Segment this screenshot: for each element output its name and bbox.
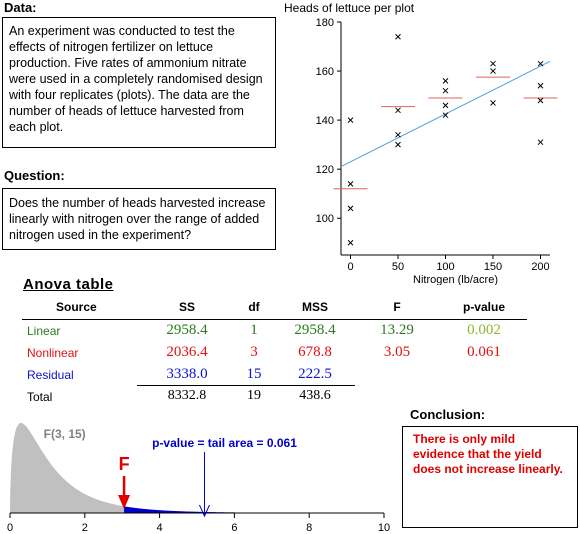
data-point — [347, 181, 354, 187]
cell-total-ss: 8332.8 — [167, 388, 207, 403]
y-tick-label: 140 — [316, 115, 334, 127]
y-tick-label: 120 — [316, 164, 334, 176]
conclusion-box: There is only mild evidence that the yie… — [402, 426, 578, 528]
cell-total-mss: 438.6 — [299, 388, 331, 403]
f-statistic-label: F — [119, 454, 130, 474]
header-f: F — [393, 300, 401, 314]
data-point — [347, 205, 354, 212]
cell-residual-ss: 3338.0 — [166, 366, 208, 382]
row-label-linear: Linear — [27, 324, 61, 338]
f-arrow-head — [118, 495, 131, 509]
data-point — [395, 131, 401, 138]
f-x-tick-label: 0 — [7, 522, 13, 534]
f-x-tick-label: 6 — [231, 522, 237, 534]
row-label-residual: Residual — [27, 368, 74, 382]
data-point — [442, 87, 449, 94]
header-df: df — [248, 300, 260, 314]
p-value-annotation: p-value = tail area = 0.061 — [152, 436, 297, 450]
data-text: An experiment was conducted to test the … — [9, 24, 263, 134]
cell-residual-mss: 222.5 — [298, 366, 332, 382]
data-point — [490, 68, 496, 74]
anova-header-rule — [22, 319, 527, 320]
f-x-tick-label: 4 — [157, 522, 163, 534]
fit-line — [340, 60, 551, 168]
header-source: Source — [56, 300, 97, 314]
data-point — [395, 141, 401, 148]
cell-residual-df: 15 — [246, 366, 262, 382]
header-mss: MSS — [301, 300, 328, 314]
cell-linear-df: 1 — [250, 322, 258, 338]
cell-linear-f: 13.29 — [380, 322, 414, 338]
data-point — [395, 107, 401, 114]
header-p-value: p-value — [462, 300, 505, 314]
data-point — [537, 139, 544, 146]
data-point — [347, 117, 354, 123]
scatter-plot: Heads of lettuce per plot 100 120 140 160 180… — [284, 1, 558, 285]
f-x-tick-label: 2 — [82, 522, 88, 534]
anova-total-rule — [137, 385, 355, 386]
cell-linear-ss: 2958.4 — [166, 322, 208, 338]
data-point — [537, 97, 544, 104]
cell-linear-p: 0.002 — [467, 322, 501, 338]
x-tick-label: 150 — [484, 261, 502, 273]
data-point — [490, 60, 496, 67]
cell-nonlinear-df: 3 — [250, 344, 258, 360]
header-ss: SS — [178, 300, 195, 314]
row-label-nonlinear: Nonlinear — [27, 346, 79, 360]
tail-area — [124, 506, 384, 513]
cell-nonlinear-p: 0.061 — [467, 344, 501, 360]
x-tick-label: 200 — [531, 261, 549, 273]
p-arrow-head — [199, 504, 210, 518]
data-heading: Data: — [4, 0, 37, 15]
data-point — [537, 60, 544, 67]
cell-nonlinear-f: 3.05 — [383, 344, 411, 360]
x-axis-label: Nitrogen (lb/acre) — [413, 274, 498, 285]
question-heading: Question: — [4, 168, 65, 183]
y-tick-label: 180 — [316, 17, 334, 29]
data-point — [347, 239, 354, 246]
x-tick-label: 100 — [436, 261, 454, 273]
cell-nonlinear-ss: 2036.4 — [166, 344, 208, 360]
data-point — [442, 112, 449, 119]
scatter-title: Heads of lettuce per plot — [284, 1, 415, 15]
density-area — [10, 423, 384, 513]
conclusion-text: There is only mild evidence that the yie… — [413, 432, 563, 476]
data-point — [442, 102, 449, 109]
anova-title: Anova table — [23, 276, 114, 293]
f-distribution-plot: 0 2 4 6 8 10 F(3, 15) Fp-value = tail area = 0.… — [7, 423, 390, 534]
f-x-tick-label: 10 — [378, 522, 390, 534]
f-x-tick-label: 8 — [306, 522, 312, 534]
row-label-total: Total — [27, 390, 53, 404]
data-point — [537, 82, 544, 89]
cell-total-df: 19 — [247, 388, 261, 403]
data-point — [395, 33, 401, 40]
y-tick-label: 160 — [316, 66, 334, 78]
data-point — [442, 78, 449, 84]
y-tick-label: 100 — [316, 213, 334, 225]
question-text: Does the number of heads harvested incre… — [9, 196, 266, 242]
cell-nonlinear-mss: 678.8 — [298, 344, 332, 360]
distribution-label: F(3, 15) — [44, 427, 86, 441]
data-box: An experiment was conducted to test the … — [2, 17, 276, 148]
cell-linear-mss: 2958.4 — [294, 322, 336, 338]
x-tick-label: 0 — [347, 261, 353, 273]
x-tick-label: 50 — [392, 261, 404, 273]
conclusion-heading: Conclusion: — [410, 407, 486, 422]
data-point — [490, 100, 496, 106]
question-box: Does the number of heads harvested incre… — [2, 188, 276, 250]
